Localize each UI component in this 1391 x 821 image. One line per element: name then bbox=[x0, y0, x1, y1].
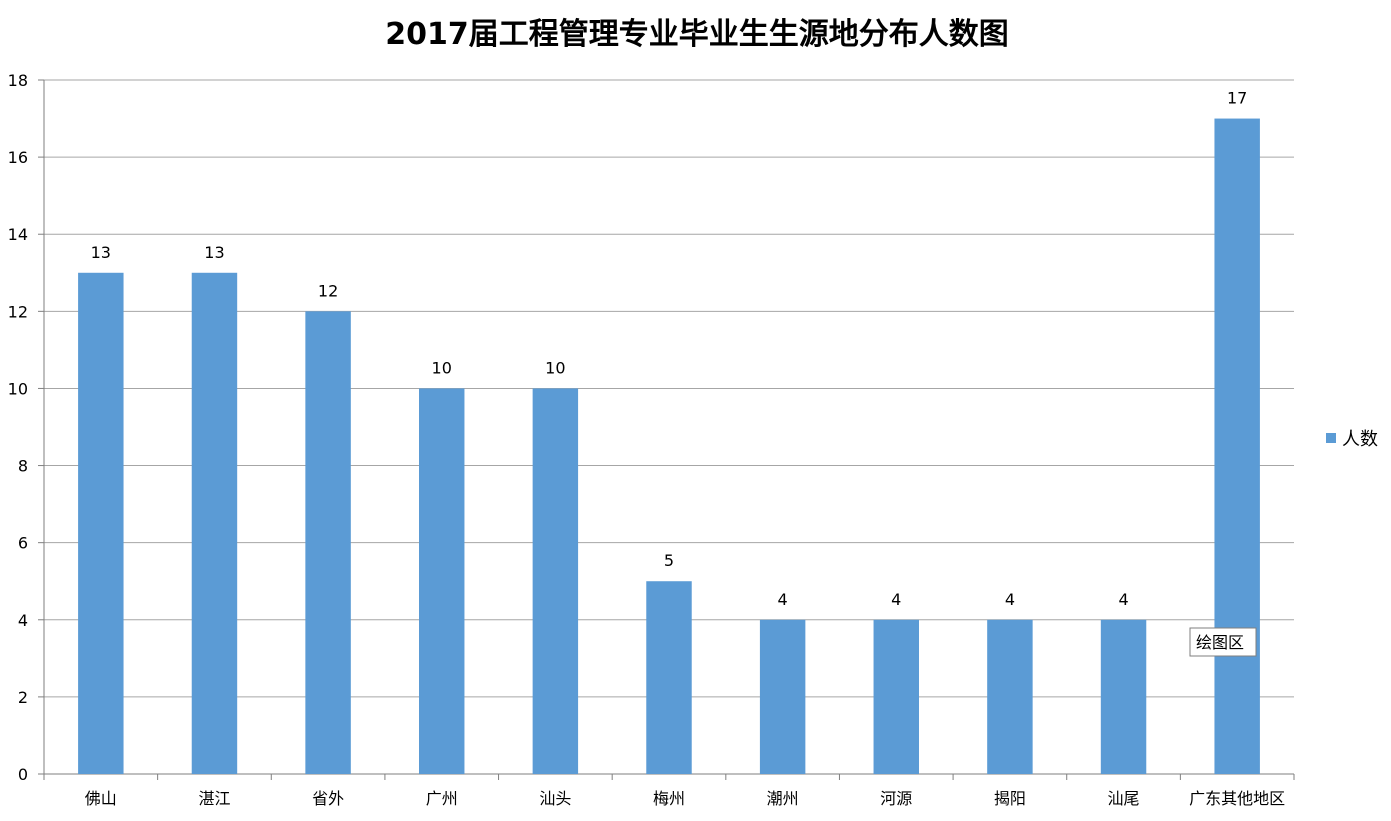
legend: 人数 bbox=[1326, 429, 1378, 450]
data-labels: 13 13 12 10 10 5 4 4 4 4 17 bbox=[91, 89, 1248, 609]
data-label: 4 bbox=[1005, 590, 1015, 609]
category-label: 汕头 bbox=[539, 789, 571, 808]
data-label: 12 bbox=[318, 281, 338, 300]
plot-area-tooltip: 绘图区 bbox=[1189, 627, 1257, 657]
data-label: 10 bbox=[545, 358, 565, 377]
bar bbox=[419, 388, 465, 774]
data-label: 10 bbox=[432, 358, 452, 377]
bar bbox=[1214, 118, 1260, 775]
data-label: 4 bbox=[1118, 590, 1128, 609]
data-label: 5 bbox=[664, 551, 674, 570]
y-tick-label: 18 bbox=[8, 71, 28, 90]
data-label: 13 bbox=[204, 243, 224, 262]
category-label: 河源 bbox=[880, 789, 912, 808]
legend-label: 人数 bbox=[1342, 429, 1378, 450]
bar bbox=[78, 272, 124, 774]
category-label: 佛山 bbox=[85, 789, 117, 808]
bar bbox=[1100, 619, 1147, 774]
y-tick-label: 2 bbox=[18, 688, 28, 707]
data-label: 17 bbox=[1227, 89, 1247, 108]
bar bbox=[987, 619, 1033, 774]
y-tick-label: 0 bbox=[18, 765, 28, 784]
y-tick-label: 16 bbox=[8, 148, 28, 167]
data-label: 13 bbox=[91, 243, 111, 262]
y-tick-label: 14 bbox=[8, 225, 28, 244]
legend-swatch bbox=[1326, 433, 1336, 443]
category-label: 汕尾 bbox=[1108, 789, 1140, 808]
y-tick-label: 10 bbox=[8, 379, 28, 398]
tooltip-box bbox=[1189, 627, 1257, 657]
tooltip-text: 绘图区 bbox=[1196, 633, 1244, 652]
bar bbox=[191, 272, 238, 774]
category-label: 梅州 bbox=[653, 789, 685, 808]
bars bbox=[78, 118, 1260, 775]
y-tick-label: 4 bbox=[18, 611, 28, 630]
gridlines bbox=[44, 79, 1294, 698]
category-label: 广东其他地区 bbox=[1189, 789, 1285, 808]
bar bbox=[532, 388, 579, 774]
y-tick-label: 12 bbox=[8, 302, 28, 321]
data-label: 4 bbox=[778, 590, 788, 609]
bar bbox=[873, 619, 919, 774]
category-label: 省外 bbox=[312, 789, 344, 808]
data-label: 4 bbox=[891, 590, 901, 609]
chart-title: 2017届工程管理专业毕业生生源地分布人数图 bbox=[385, 17, 1009, 52]
y-tick-label: 8 bbox=[18, 457, 28, 476]
category-label: 揭阳 bbox=[994, 789, 1026, 808]
bar bbox=[646, 581, 692, 774]
category-label: 广州 bbox=[426, 789, 458, 808]
category-label: 潮州 bbox=[767, 789, 799, 808]
bar bbox=[759, 619, 806, 774]
y-tick-label: 6 bbox=[18, 534, 28, 553]
category-label: 湛江 bbox=[198, 789, 230, 808]
bar bbox=[305, 311, 351, 774]
